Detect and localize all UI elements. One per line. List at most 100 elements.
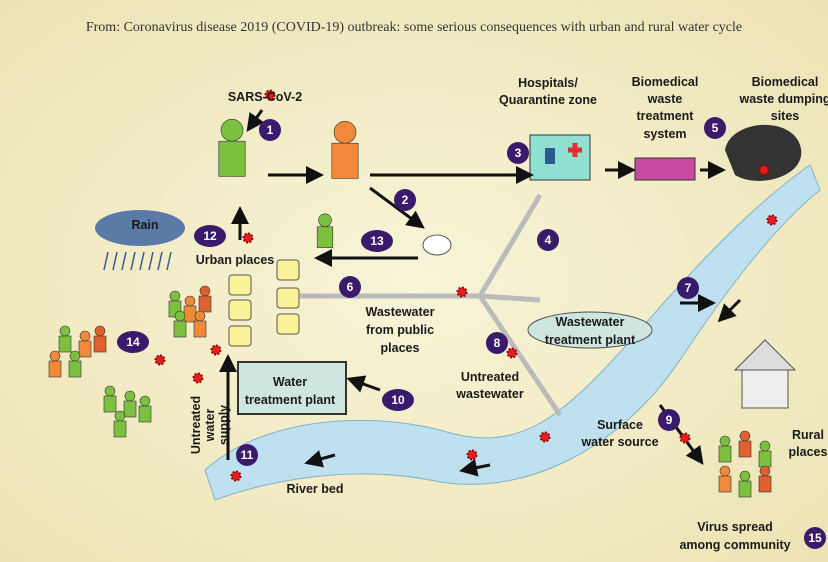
virus xyxy=(156,356,165,365)
building xyxy=(229,326,251,346)
virus xyxy=(468,451,477,460)
person-head xyxy=(125,391,135,401)
virus xyxy=(760,166,769,175)
label: places xyxy=(789,445,828,459)
person-body xyxy=(174,321,186,337)
label: waste dumping xyxy=(739,92,828,106)
label: Surface xyxy=(597,418,643,432)
label: Rain xyxy=(131,218,158,232)
label: sites xyxy=(771,109,800,123)
person-head xyxy=(115,411,125,421)
virus xyxy=(212,346,221,355)
person-body xyxy=(139,406,151,422)
label: water source xyxy=(580,435,658,449)
label: Water xyxy=(273,375,307,389)
virus xyxy=(541,433,550,442)
label: among community xyxy=(679,538,790,552)
building xyxy=(277,260,299,280)
person-body xyxy=(719,476,731,492)
step-number: 4 xyxy=(545,233,552,247)
person-head xyxy=(50,351,60,361)
label: supply xyxy=(217,405,231,445)
person-head xyxy=(760,466,770,476)
person-body xyxy=(59,336,71,352)
step-number: 6 xyxy=(347,280,354,294)
label: treatment xyxy=(637,109,695,123)
person-head xyxy=(334,121,356,143)
person-head xyxy=(740,431,750,441)
person-body xyxy=(79,341,91,357)
label: Quarantine zone xyxy=(499,93,597,107)
person-body xyxy=(199,296,211,312)
person-body xyxy=(69,361,81,377)
building xyxy=(229,300,251,320)
label: treatment plant xyxy=(245,393,336,407)
person-head xyxy=(760,441,770,451)
person-body xyxy=(317,227,333,248)
person-head xyxy=(740,471,750,481)
label: Hospitals/ xyxy=(518,76,578,90)
step-number: 12 xyxy=(203,229,217,243)
person-body xyxy=(194,321,206,337)
hospital xyxy=(530,135,590,180)
label: treatment plant xyxy=(545,333,636,347)
label: Biomedical xyxy=(752,75,819,89)
person-head xyxy=(200,286,210,296)
step-number: 2 xyxy=(402,193,409,207)
virus xyxy=(194,374,203,383)
house xyxy=(742,370,788,408)
step-number: 7 xyxy=(685,281,692,295)
person-body xyxy=(332,143,358,178)
label: from public xyxy=(366,323,434,337)
step-number: 15 xyxy=(808,531,822,545)
diagram: From: Coronavirus disease 2019 (COVID-19… xyxy=(0,0,828,562)
person-body xyxy=(759,451,771,467)
step-number: 1 xyxy=(267,123,274,137)
label: Biomedical xyxy=(632,75,699,89)
label: River bed xyxy=(287,482,344,496)
label: Untreated xyxy=(461,370,519,384)
virus xyxy=(508,349,517,358)
waste-system xyxy=(635,158,695,180)
person-body xyxy=(759,476,771,492)
person-head xyxy=(175,311,185,321)
virus xyxy=(244,234,253,243)
person-head xyxy=(221,119,243,141)
person-head xyxy=(195,311,205,321)
person-body xyxy=(719,446,731,462)
person-head xyxy=(60,326,70,336)
step-number: 14 xyxy=(126,335,140,349)
person-body xyxy=(94,336,106,352)
hospital-door xyxy=(545,148,555,164)
person-body xyxy=(49,361,61,377)
label: Urban places xyxy=(196,253,275,267)
toilet xyxy=(423,235,451,255)
building xyxy=(277,314,299,334)
person-body xyxy=(739,441,751,457)
step-number: 9 xyxy=(666,413,673,427)
person-head xyxy=(140,396,150,406)
step-number: 3 xyxy=(515,146,522,160)
person-body xyxy=(184,306,196,322)
person-head xyxy=(105,386,115,396)
label: Wastewater xyxy=(365,305,434,319)
step-number: 11 xyxy=(241,448,254,462)
step-number: 5 xyxy=(712,121,719,135)
label: water xyxy=(203,409,217,443)
building xyxy=(229,275,251,295)
person-head xyxy=(95,326,105,336)
title: From: Coronavirus disease 2019 (COVID-19… xyxy=(86,20,742,35)
label: waste xyxy=(647,92,683,106)
person-head xyxy=(80,331,90,341)
step-number: 8 xyxy=(494,336,501,350)
label: system xyxy=(643,127,686,141)
label: Virus spread xyxy=(697,520,773,534)
virus xyxy=(458,288,467,297)
label: Untreated xyxy=(189,396,203,454)
label: Wastewater xyxy=(555,315,624,329)
label: places xyxy=(381,341,420,355)
person-body xyxy=(219,141,245,176)
virus xyxy=(232,472,241,481)
virus xyxy=(681,434,690,443)
label: wastewater xyxy=(455,387,524,401)
